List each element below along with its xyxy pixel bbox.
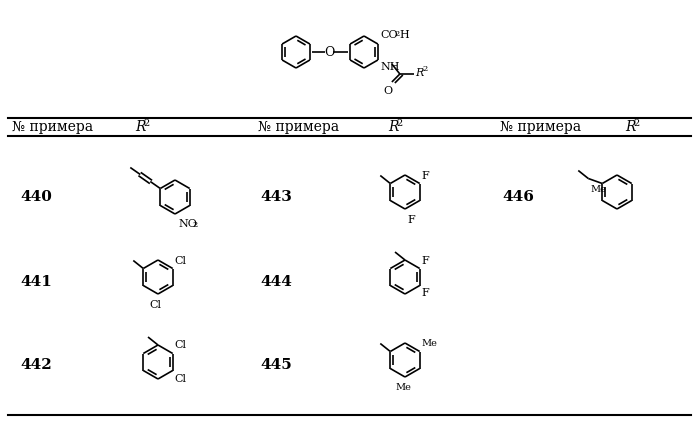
Text: № примера: № примера — [500, 120, 581, 134]
Text: R: R — [388, 120, 398, 134]
Text: Cl: Cl — [175, 255, 187, 266]
Text: CO: CO — [381, 30, 398, 40]
Text: Me: Me — [590, 184, 606, 193]
Text: № примера: № примера — [258, 120, 339, 134]
Text: NH: NH — [381, 62, 401, 72]
Text: Cl: Cl — [175, 374, 187, 383]
Text: F: F — [407, 215, 415, 225]
Text: R: R — [415, 68, 423, 78]
Text: F: F — [421, 255, 429, 266]
Text: 442: 442 — [20, 358, 52, 372]
Text: 2: 2 — [143, 119, 150, 128]
Text: 2: 2 — [396, 119, 402, 128]
Text: O: O — [383, 86, 392, 96]
Text: Cl: Cl — [149, 300, 161, 310]
Text: 444: 444 — [260, 275, 292, 289]
Text: H: H — [400, 30, 410, 40]
Text: 2: 2 — [395, 30, 400, 38]
Text: 2: 2 — [633, 119, 640, 128]
Text: Me: Me — [421, 338, 438, 348]
Text: R: R — [625, 120, 635, 134]
Text: F: F — [421, 170, 429, 181]
Text: Me: Me — [395, 383, 411, 392]
Text: 440: 440 — [20, 190, 52, 204]
Text: 2: 2 — [423, 65, 428, 73]
Text: NO: NO — [178, 219, 197, 229]
Text: 446: 446 — [502, 190, 534, 204]
Text: F: F — [421, 289, 429, 298]
Text: 441: 441 — [20, 275, 52, 289]
Text: Cl: Cl — [175, 340, 187, 351]
Text: 445: 445 — [260, 358, 291, 372]
Text: 443: 443 — [260, 190, 292, 204]
Text: № примера: № примера — [12, 120, 93, 134]
Text: R: R — [135, 120, 145, 134]
Text: 2: 2 — [192, 221, 197, 229]
Text: O: O — [324, 45, 334, 59]
